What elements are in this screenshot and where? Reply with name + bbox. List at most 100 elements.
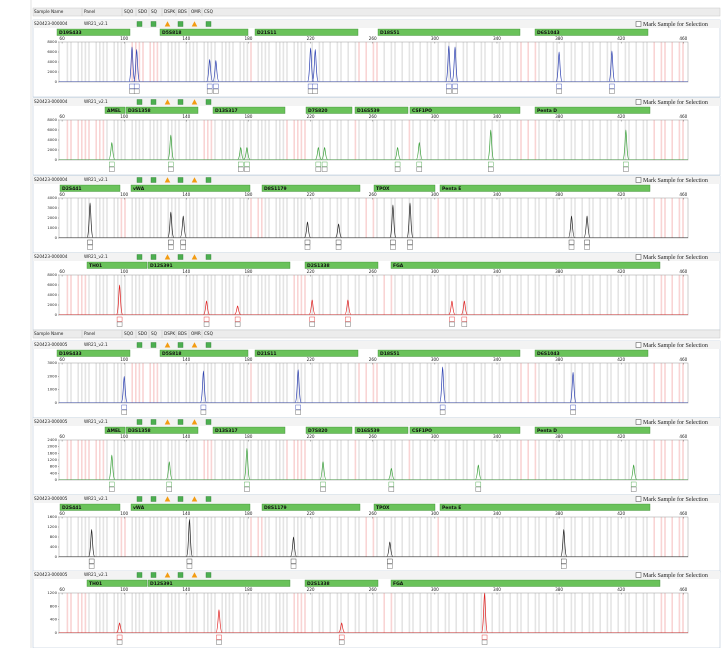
allele-call[interactable]: [133, 83, 140, 89]
allele-call[interactable]: [295, 404, 301, 410]
select-checkbox[interactable]: [635, 254, 642, 260]
allele-call[interactable]: [475, 481, 482, 487]
allele-bin: [95, 593, 97, 633]
marker-label: D6S1043: [537, 351, 560, 357]
allele-call[interactable]: [88, 558, 95, 564]
allele-bin: [664, 363, 666, 403]
allele-call[interactable]: [556, 83, 562, 89]
allele-call[interactable]: [203, 316, 210, 322]
allele-bin: [210, 42, 213, 82]
allele-call[interactable]: [312, 83, 318, 89]
allele-call[interactable]: [216, 634, 222, 640]
allele-bin: [228, 42, 231, 82]
allele-call[interactable]: [407, 239, 413, 245]
allele-call[interactable]: [321, 161, 328, 167]
allele-call[interactable]: [416, 161, 423, 167]
allele-bin: [178, 440, 180, 480]
allele-call[interactable]: [630, 481, 637, 487]
allele-call[interactable]: [609, 83, 615, 89]
allele-call[interactable]: [345, 316, 351, 322]
allele-bin: [142, 517, 144, 557]
allele-bin: [264, 120, 267, 160]
select-checkbox[interactable]: [635, 21, 642, 27]
allele-call[interactable]: [446, 83, 452, 89]
allele-call[interactable]: [309, 316, 315, 322]
allele-bin: [196, 593, 198, 633]
x-tick-label: 220: [307, 434, 315, 439]
allele-call[interactable]: [315, 161, 322, 167]
allele-call[interactable]: [234, 316, 241, 322]
allele-call[interactable]: [335, 239, 342, 245]
allele-size: [387, 563, 393, 569]
allele-call[interactable]: [461, 316, 468, 322]
allele-call[interactable]: [87, 239, 93, 245]
peak: [186, 519, 193, 557]
marker-label: D13S317: [215, 108, 238, 114]
allele-bin: [203, 42, 205, 82]
allele-call[interactable]: [129, 83, 135, 89]
allele-bin: [203, 440, 205, 480]
allele-call[interactable]: [390, 239, 396, 245]
allele-call[interactable]: [584, 239, 590, 245]
allele-call[interactable]: [200, 404, 207, 410]
allele-call[interactable]: [109, 481, 115, 487]
allele-bin: [257, 42, 259, 82]
allele-bin: [77, 198, 79, 238]
allele-bin: [408, 363, 411, 403]
allele-call[interactable]: [116, 316, 123, 322]
allele-call[interactable]: [238, 161, 244, 167]
allele-call[interactable]: [439, 404, 446, 410]
select-checkbox[interactable]: [635, 177, 642, 183]
select-checkbox[interactable]: [635, 496, 642, 502]
allele-bin: [304, 120, 306, 160]
allele-bin: [160, 120, 162, 160]
allele-call[interactable]: [623, 161, 629, 167]
allele-call[interactable]: [570, 404, 576, 410]
allele-bin: [135, 198, 137, 238]
allele-call[interactable]: [109, 161, 115, 167]
allele-call[interactable]: [338, 634, 345, 640]
select-checkbox[interactable]: [635, 419, 642, 425]
allele-bin: [322, 517, 324, 557]
allele-call[interactable]: [290, 558, 297, 564]
allele-call[interactable]: [561, 558, 567, 564]
x-tick-label: 300: [431, 269, 439, 274]
allele-size: [446, 88, 452, 94]
allele-bin: [117, 440, 119, 480]
allele-call[interactable]: [488, 161, 494, 167]
select-checkbox[interactable]: [635, 342, 642, 348]
allele-call[interactable]: [213, 83, 219, 89]
allele-call[interactable]: [206, 83, 213, 89]
allele-call[interactable]: [244, 481, 250, 487]
allele-call[interactable]: [244, 161, 250, 167]
allele-call[interactable]: [568, 239, 575, 245]
allele-call[interactable]: [121, 404, 127, 410]
allele-call[interactable]: [320, 481, 326, 487]
select-checkbox[interactable]: [635, 99, 642, 105]
allele-call[interactable]: [449, 316, 455, 322]
allele-size: [561, 563, 567, 569]
allele-call[interactable]: [186, 558, 193, 564]
allele-call[interactable]: [481, 634, 488, 640]
allele-call[interactable]: [388, 481, 395, 487]
allele-call[interactable]: [116, 634, 123, 640]
select-checkbox[interactable]: [635, 572, 642, 578]
allele-call[interactable]: [180, 239, 186, 245]
allele-bin: [156, 517, 159, 557]
allele-call[interactable]: [168, 239, 174, 245]
allele-bin: [66, 440, 69, 480]
allele-bin: [412, 593, 414, 633]
allele-call[interactable]: [168, 161, 174, 167]
allele-call[interactable]: [394, 161, 401, 167]
allele-call[interactable]: [307, 83, 314, 89]
allele-bin: [99, 593, 101, 633]
peak: [560, 529, 568, 557]
allele-call[interactable]: [387, 558, 393, 564]
allele-call[interactable]: [452, 83, 458, 89]
allele-call[interactable]: [166, 481, 172, 487]
allele-bin: [610, 275, 612, 315]
allele-bin: [340, 198, 342, 238]
status-ok: [150, 342, 157, 348]
allele-call[interactable]: [304, 239, 311, 245]
allele-bin: [138, 42, 141, 82]
